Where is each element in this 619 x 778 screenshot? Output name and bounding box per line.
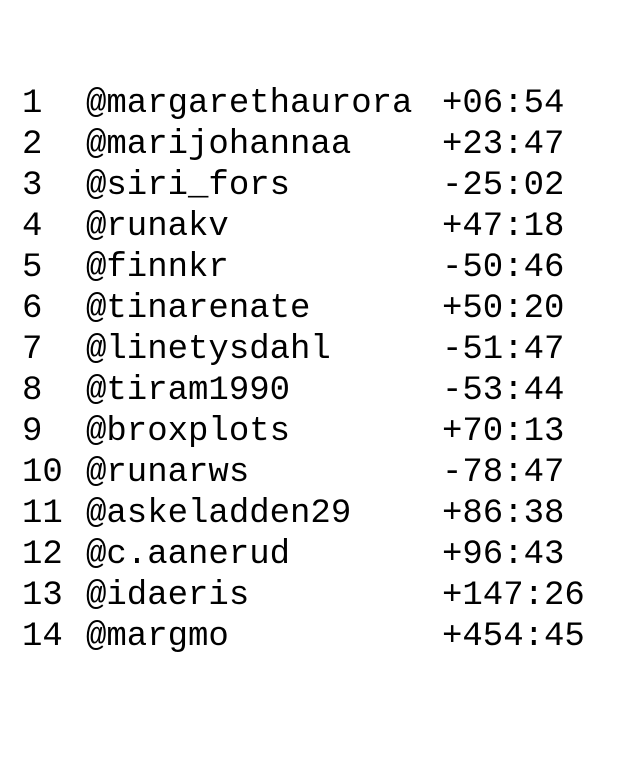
time-delta: -50:46 xyxy=(442,249,565,287)
list-item: 2 @marijohannaa +23:47 xyxy=(22,125,585,166)
user-handle: @broxplots xyxy=(86,413,291,451)
time-delta: +86:38 xyxy=(442,495,565,533)
rank-number: 9 xyxy=(22,413,43,451)
list-item: 12 @c.aanerud +96:43 xyxy=(22,535,585,576)
user-handle: @c.aanerud xyxy=(86,536,291,574)
time-delta: +454:45 xyxy=(442,618,585,656)
list-item: 13 @idaeris +147:26 xyxy=(22,576,585,617)
rank-number: 8 xyxy=(22,372,43,410)
rank-number: 11 xyxy=(22,495,63,533)
list-item: 6 @tinarenate +50:20 xyxy=(22,289,585,330)
list-item: 5 @finnkr -50:46 xyxy=(22,248,585,289)
list-item: 14 @margmo +454:45 xyxy=(22,617,585,658)
list-item: 9 @broxplots +70:13 xyxy=(22,412,585,453)
time-delta: +47:18 xyxy=(442,208,565,246)
time-delta: +96:43 xyxy=(442,536,565,574)
rank-number: 6 xyxy=(22,290,43,328)
time-delta: -78:47 xyxy=(442,454,565,492)
list-item: 1 @margarethaurora +06:54 xyxy=(22,84,585,125)
time-delta: -51:47 xyxy=(442,331,565,369)
list-item: 7 @linetysdahl -51:47 xyxy=(22,330,585,371)
rank-number: 13 xyxy=(22,577,63,615)
time-delta: +50:20 xyxy=(442,290,565,328)
time-delta: +70:13 xyxy=(442,413,565,451)
user-handle: @askeladden29 xyxy=(86,495,352,533)
time-delta: +06:54 xyxy=(442,85,565,123)
user-handle: @idaeris xyxy=(86,577,250,615)
list-item: 11 @askeladden29 +86:38 xyxy=(22,494,585,535)
rank-number: 5 xyxy=(22,249,43,287)
user-handle: @linetysdahl xyxy=(86,331,331,369)
user-handle: @marijohannaa xyxy=(86,126,352,164)
list-item: 8 @tiram1990 -53:44 xyxy=(22,371,585,412)
user-handle: @runakv xyxy=(86,208,229,246)
rank-number: 2 xyxy=(22,126,43,164)
rank-number: 7 xyxy=(22,331,43,369)
rank-number: 12 xyxy=(22,536,63,574)
user-handle: @margarethaurora xyxy=(86,85,413,123)
user-handle: @siri_fors xyxy=(86,167,291,205)
rank-number: 3 xyxy=(22,167,43,205)
leaderboard-list: 1 @margarethaurora +06:54 2 @marijohanna… xyxy=(22,84,585,658)
user-handle: @tinarenate xyxy=(86,290,311,328)
user-handle: @finnkr xyxy=(86,249,229,287)
list-item: 4 @runakv +47:18 xyxy=(22,207,585,248)
rank-number: 4 xyxy=(22,208,43,246)
time-delta: +147:26 xyxy=(442,577,585,615)
user-handle: @runarws xyxy=(86,454,250,492)
time-delta: +23:47 xyxy=(442,126,565,164)
list-item: 10 @runarws -78:47 xyxy=(22,453,585,494)
user-handle: @margmo xyxy=(86,618,229,656)
time-delta: -25:02 xyxy=(442,167,565,205)
user-handle: @tiram1990 xyxy=(86,372,291,410)
time-delta: -53:44 xyxy=(442,372,565,410)
rank-number: 10 xyxy=(22,454,63,492)
list-item: 3 @siri_fors -25:02 xyxy=(22,166,585,207)
rank-number: 1 xyxy=(22,85,43,123)
rank-number: 14 xyxy=(22,618,63,656)
